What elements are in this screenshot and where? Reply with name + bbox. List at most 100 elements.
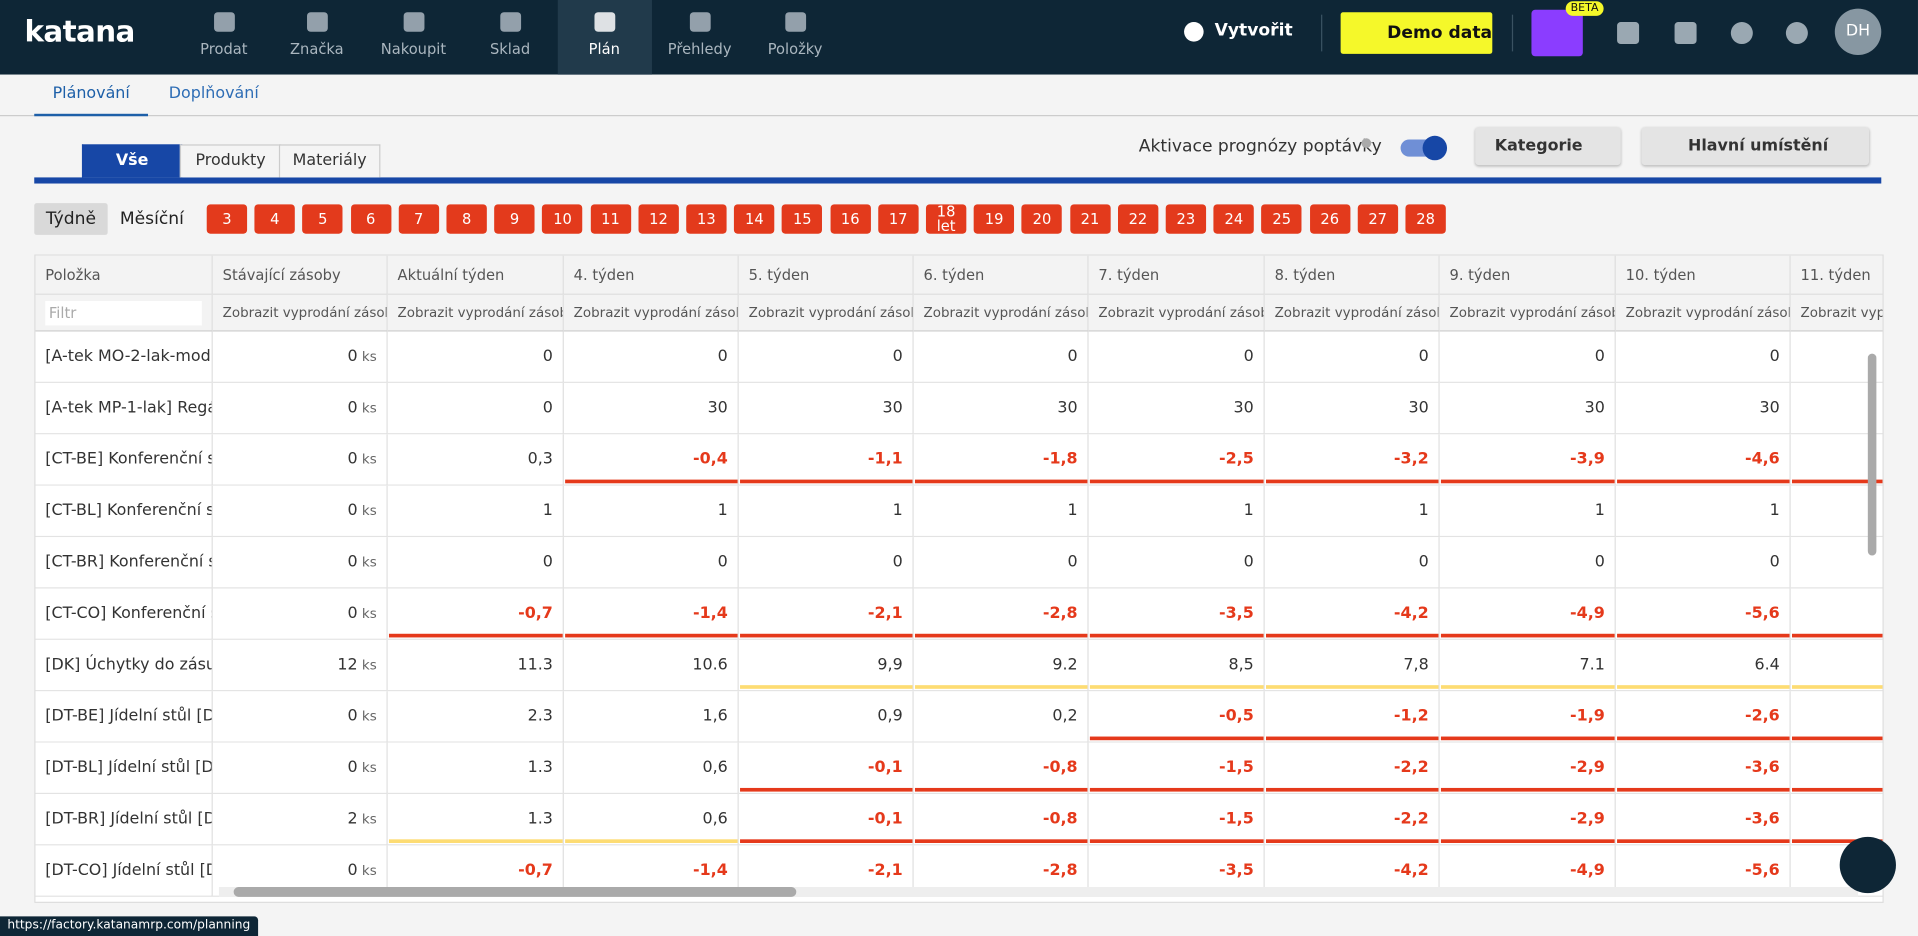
nav-icon <box>403 12 424 32</box>
nav-icon[interactable] <box>1675 22 1697 44</box>
item-cell[interactable]: [CT-BR] Konferenční s <box>35 537 212 588</box>
week-button[interactable]: 24 <box>1214 204 1254 233</box>
demo-button[interactable]: Demo data <box>1341 12 1493 54</box>
filter-tab[interactable]: Produkty <box>180 144 282 177</box>
chat-button[interactable] <box>1840 837 1896 893</box>
nav-icon[interactable] <box>1617 22 1639 44</box>
item-cell[interactable]: [DK] Úchytky do zásuv <box>35 640 212 691</box>
item-cell[interactable]: [A-tek MP-1-lak] Regál <box>35 383 212 434</box>
item-cell[interactable]: [DT-BL] Jídelní stůl [DE <box>35 743 212 794</box>
sub-header[interactable]: Zobrazit vyprodání zásob <box>1089 295 1265 332</box>
item-cell[interactable]: [DT-BR] Jídelní stůl [DE <box>35 794 212 845</box>
item-cell[interactable]: [CT-BL] Konferenční st <box>35 486 212 537</box>
week-button[interactable]: 5 <box>303 204 343 233</box>
column-header[interactable]: 6. týden <box>914 256 1089 295</box>
sub-header[interactable]: Zobrazit vyprodání zásob <box>1791 295 1884 332</box>
category-dropdown[interactable]: Kategorie <box>1475 127 1621 165</box>
sub-header[interactable]: Zobrazit vyprodání zásob <box>739 295 914 332</box>
week-button[interactable]: 4 <box>255 204 295 233</box>
week-button[interactable]: 25 <box>1262 204 1302 233</box>
logo[interactable]: katana <box>24 15 134 49</box>
week-button[interactable]: 8 <box>446 204 486 233</box>
week-button[interactable]: 27 <box>1358 204 1398 233</box>
nav-item[interactable]: Plán <box>557 0 651 75</box>
value-cell: 0,6 <box>564 794 739 845</box>
nav-icon[interactable] <box>1786 22 1808 44</box>
week-button[interactable]: 11 <box>590 204 630 233</box>
week-button[interactable]: 16 <box>830 204 870 233</box>
value-cell: 0,6 <box>564 743 739 794</box>
nav-item[interactable]: Nakoupit <box>366 0 460 75</box>
v-scroll-thumb[interactable] <box>1868 354 1877 556</box>
week-button[interactable]: 15 <box>782 204 822 233</box>
week-button[interactable]: 7 <box>399 204 439 233</box>
location-dropdown[interactable]: Hlavní umístění <box>1642 127 1870 165</box>
week-button[interactable]: 3 <box>207 204 247 233</box>
column-header[interactable]: 10. týden <box>1616 256 1791 295</box>
week-button[interactable]: 13 <box>686 204 726 233</box>
filter-tab[interactable]: Vše <box>82 144 182 177</box>
sub-header[interactable]: Zobrazit vyprodání zásob <box>914 295 1089 332</box>
subtab[interactable]: Plánování <box>34 83 148 116</box>
week-button[interactable]: 21 <box>1070 204 1110 233</box>
nav-icon[interactable] <box>1731 22 1753 44</box>
week-button[interactable]: 22 <box>1118 204 1158 233</box>
week-button[interactable]: 28 <box>1405 204 1445 233</box>
column-header[interactable]: 7. týden <box>1089 256 1265 295</box>
sub-header[interactable]: Zobrazit vyprodání zásob <box>1265 295 1440 332</box>
column-header[interactable]: 5. týden <box>739 256 914 295</box>
avatar[interactable]: DH <box>1835 9 1881 55</box>
nav-item[interactable]: Přehledy <box>653 0 747 75</box>
week-button[interactable]: 9 <box>494 204 534 233</box>
sub-header[interactable]: Zobrazit vyprodání zásob <box>1440 295 1616 332</box>
column-header[interactable]: Položka <box>35 256 212 295</box>
filter-tab[interactable]: Materiály <box>279 144 381 177</box>
column-header[interactable]: 4. týden <box>564 256 739 295</box>
sub-header[interactable]: Zobrazit vyprodání zásob <box>564 295 739 332</box>
h-scroll-thumb[interactable] <box>234 887 797 897</box>
column-header[interactable]: 11. týden <box>1791 256 1884 295</box>
week-button[interactable]: 20 <box>1022 204 1062 233</box>
sub-header[interactable]: Zobrazit vyprodání zásob <box>213 295 388 332</box>
nav-icon <box>594 12 615 32</box>
week-button[interactable]: 18 let <box>926 204 966 233</box>
week-button[interactable]: 19 <box>974 204 1014 233</box>
column-header[interactable]: Stávající zásoby <box>213 256 388 295</box>
subtab[interactable]: Doplňování <box>150 83 277 114</box>
item-cell[interactable]: [CT-CO] Konferenční s <box>35 589 212 640</box>
filter-input[interactable]: Filtr <box>35 295 212 332</box>
stock-cell: 0 ks <box>213 332 388 383</box>
column-header[interactable]: 8. týden <box>1265 256 1440 295</box>
filter-box[interactable]: Filtr <box>45 301 202 325</box>
sub-header[interactable]: Zobrazit vyprodání zásob <box>1616 295 1791 332</box>
column-header[interactable]: 9. týden <box>1440 256 1616 295</box>
mode-monthly[interactable]: Měsíční <box>120 203 184 235</box>
value-cell: -0,1 <box>739 743 914 794</box>
nav-item[interactable]: Sklad <box>463 0 557 75</box>
sub-header[interactable]: Zobrazit vyprodání zásob <box>388 295 564 332</box>
week-button[interactable]: 17 <box>878 204 918 233</box>
create-button[interactable]: Vytvořit <box>1215 21 1293 41</box>
column-header[interactable]: Aktuální týden <box>388 256 564 295</box>
item-cell[interactable]: [DT-BE] Jídelní stůl [DE <box>35 691 212 742</box>
item-cell[interactable]: [DT-CO] Jídelní stůl [D <box>35 845 212 896</box>
nav-label: Prodat <box>177 40 271 57</box>
week-button[interactable]: 6 <box>351 204 391 233</box>
mode-weekly[interactable]: Týdně <box>34 203 107 235</box>
week-button[interactable]: 10 <box>542 204 582 233</box>
nav-item[interactable]: Položky <box>748 0 842 75</box>
stockout-line <box>1617 788 1789 792</box>
week-button[interactable]: 12 <box>638 204 678 233</box>
nav-icon <box>689 12 710 32</box>
bot-button[interactable] <box>1531 10 1582 56</box>
nav-item[interactable]: Značka <box>270 0 364 75</box>
week-button[interactable]: 23 <box>1166 204 1206 233</box>
item-cell[interactable]: [CT-BE] Konferenční st <box>35 434 212 485</box>
week-button[interactable]: 14 <box>734 204 774 233</box>
week-button[interactable]: 26 <box>1310 204 1350 233</box>
item-cell[interactable]: [A-tek MO-2-lak-modr <box>35 332 212 383</box>
value-cell: -0,8 <box>914 743 1089 794</box>
nav-item[interactable]: Prodat <box>177 0 271 75</box>
stockout-line <box>565 839 737 843</box>
value-cell: -3,6 <box>1616 794 1791 845</box>
